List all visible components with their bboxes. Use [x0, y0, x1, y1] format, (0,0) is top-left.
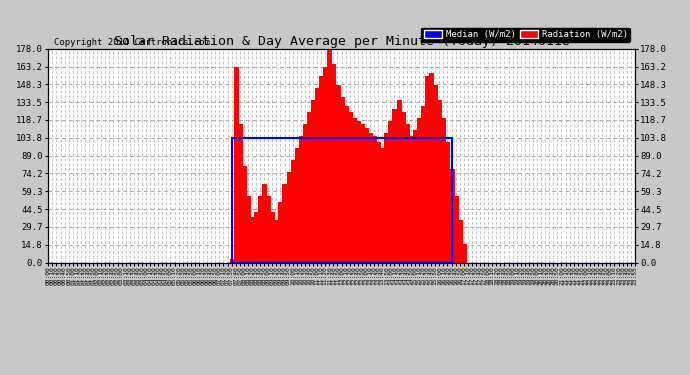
Title: Solar Radiation & Day Average per Minute (Today) 20140118: Solar Radiation & Day Average per Minute… — [114, 34, 569, 48]
Text: Copyright 2014 Cartronics.com: Copyright 2014 Cartronics.com — [55, 38, 210, 46]
Bar — [232, 138, 451, 262]
Legend: Median (W/m2), Radiation (W/m2): Median (W/m2), Radiation (W/m2) — [421, 28, 630, 42]
